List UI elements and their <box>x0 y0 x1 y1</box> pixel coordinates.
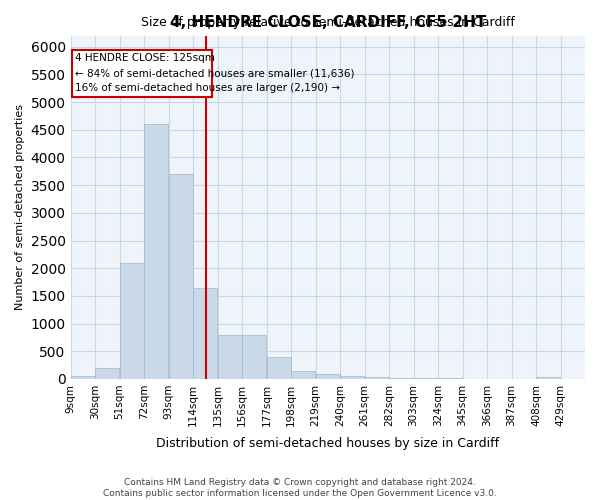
Bar <box>291 370 315 379</box>
Text: 4 HENDRE CLOSE: 125sqm: 4 HENDRE CLOSE: 125sqm <box>75 53 215 63</box>
Bar <box>242 334 266 379</box>
Bar <box>316 374 340 379</box>
X-axis label: Distribution of semi-detached houses by size in Cardiff: Distribution of semi-detached houses by … <box>156 437 499 450</box>
Bar <box>193 288 217 379</box>
Bar <box>144 124 168 379</box>
Bar <box>120 262 144 379</box>
Bar <box>438 378 462 379</box>
Text: Contains HM Land Registry data © Crown copyright and database right 2024.
Contai: Contains HM Land Registry data © Crown c… <box>103 478 497 498</box>
Bar <box>71 376 95 379</box>
Bar <box>340 376 364 379</box>
Bar <box>365 376 389 379</box>
Bar <box>389 378 413 379</box>
Bar <box>414 378 438 379</box>
Text: ← 84% of semi-detached houses are smaller (11,636): ← 84% of semi-detached houses are smalle… <box>75 68 355 78</box>
FancyBboxPatch shape <box>72 50 212 96</box>
Bar <box>218 334 242 379</box>
Bar <box>267 358 291 379</box>
Bar <box>536 376 560 379</box>
Y-axis label: Number of semi-detached properties: Number of semi-detached properties <box>15 104 25 310</box>
Bar <box>95 368 119 379</box>
Text: Size of property relative to semi-detached houses in Cardiff: Size of property relative to semi-detach… <box>141 16 515 29</box>
Text: 16% of semi-detached houses are larger (2,190) →: 16% of semi-detached houses are larger (… <box>75 83 340 93</box>
Title: 4, HENDRE CLOSE, CARDIFF, CF5 2HT: 4, HENDRE CLOSE, CARDIFF, CF5 2HT <box>170 16 486 30</box>
Bar <box>169 174 193 379</box>
